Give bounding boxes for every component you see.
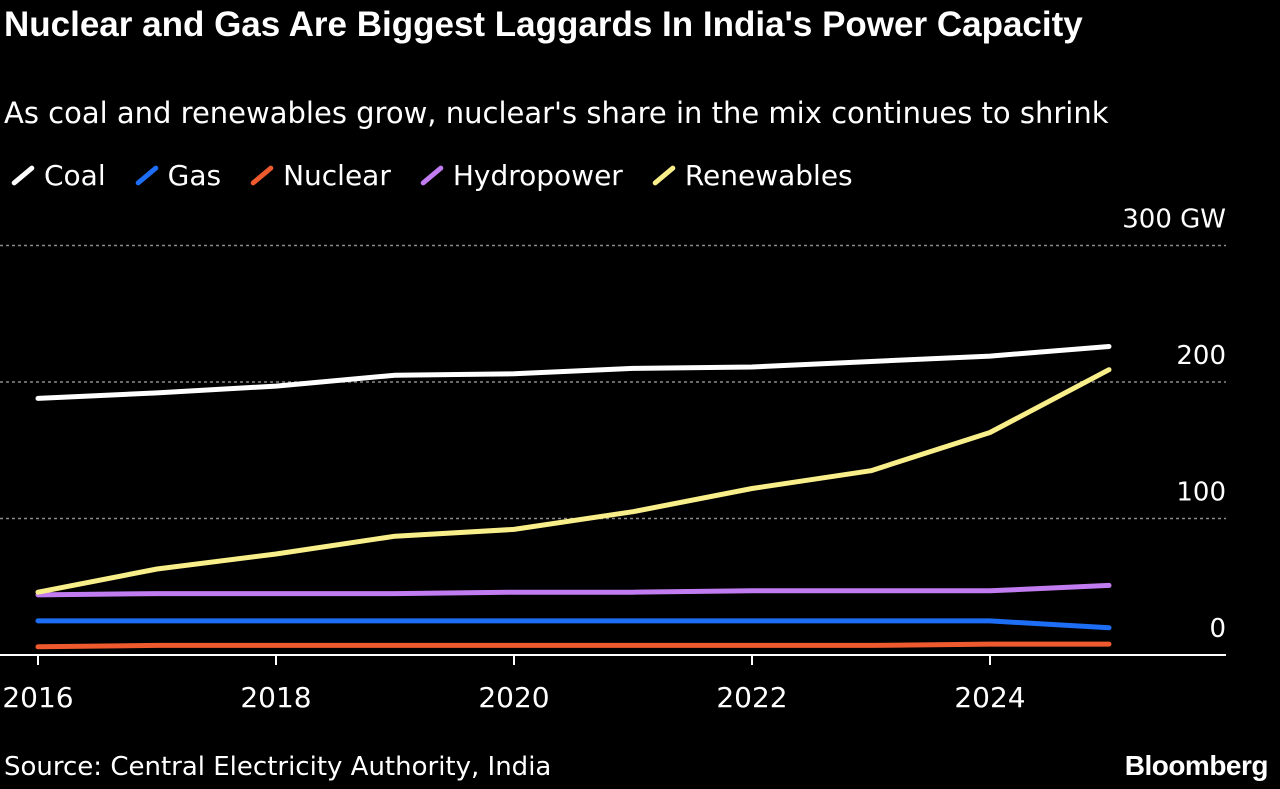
series-line-coal (35, 344, 1112, 401)
legend-item-hydropower: Hydropower (413, 159, 623, 192)
series-layer (35, 344, 1112, 650)
legend-label-gas: Gas (167, 158, 222, 192)
y-tick-label-0: 0 (1209, 614, 1226, 644)
x-tick-label-2016: 2016 (2, 681, 73, 714)
series-line-nuclear (35, 641, 1112, 650)
x-tick-label-2024: 2024 (954, 681, 1025, 714)
axis-layer: 0 100 200 300 GW 2016 2018 2020 2022 2024 (0, 205, 1226, 714)
series-line-gas (35, 618, 1112, 631)
legend-item-coal: Coal (4, 159, 106, 192)
chart-subtitle: As coal and renewables grow, nuclear's s… (4, 96, 1109, 130)
chart-legend: Coal Gas Nuclear Hydropower Renewables (4, 156, 875, 194)
series-line-renewables (35, 367, 1112, 595)
bloomberg-logo: Bloomberg (1124, 750, 1269, 781)
y-tick-label-100: 100 (1176, 478, 1226, 508)
legend-label-nuclear: Nuclear (283, 158, 391, 192)
x-tick-label-2022: 2022 (716, 681, 787, 714)
legend-item-renewables: Renewables (645, 159, 853, 192)
legend-label-hydropower: Hydropower (452, 158, 623, 192)
legend-label-renewables: Renewables (684, 158, 853, 192)
legend-label-coal: Coal (44, 158, 106, 192)
series-line-hydropower (35, 582, 1112, 598)
grid-layer (0, 244, 1226, 520)
legend-item-nuclear: Nuclear (243, 159, 391, 192)
legend-item-gas: Gas (128, 159, 221, 192)
source-note: Source: Central Electricity Authority, I… (4, 752, 552, 782)
y-tick-label-200: 200 (1176, 341, 1226, 371)
chart-title: Nuclear and Gas Are Biggest Laggards In … (4, 5, 1083, 44)
y-tick-label-300: 300 GW (1122, 205, 1226, 235)
x-tick-label-2020: 2020 (478, 681, 549, 714)
x-tick-label-2018: 2018 (240, 681, 311, 714)
